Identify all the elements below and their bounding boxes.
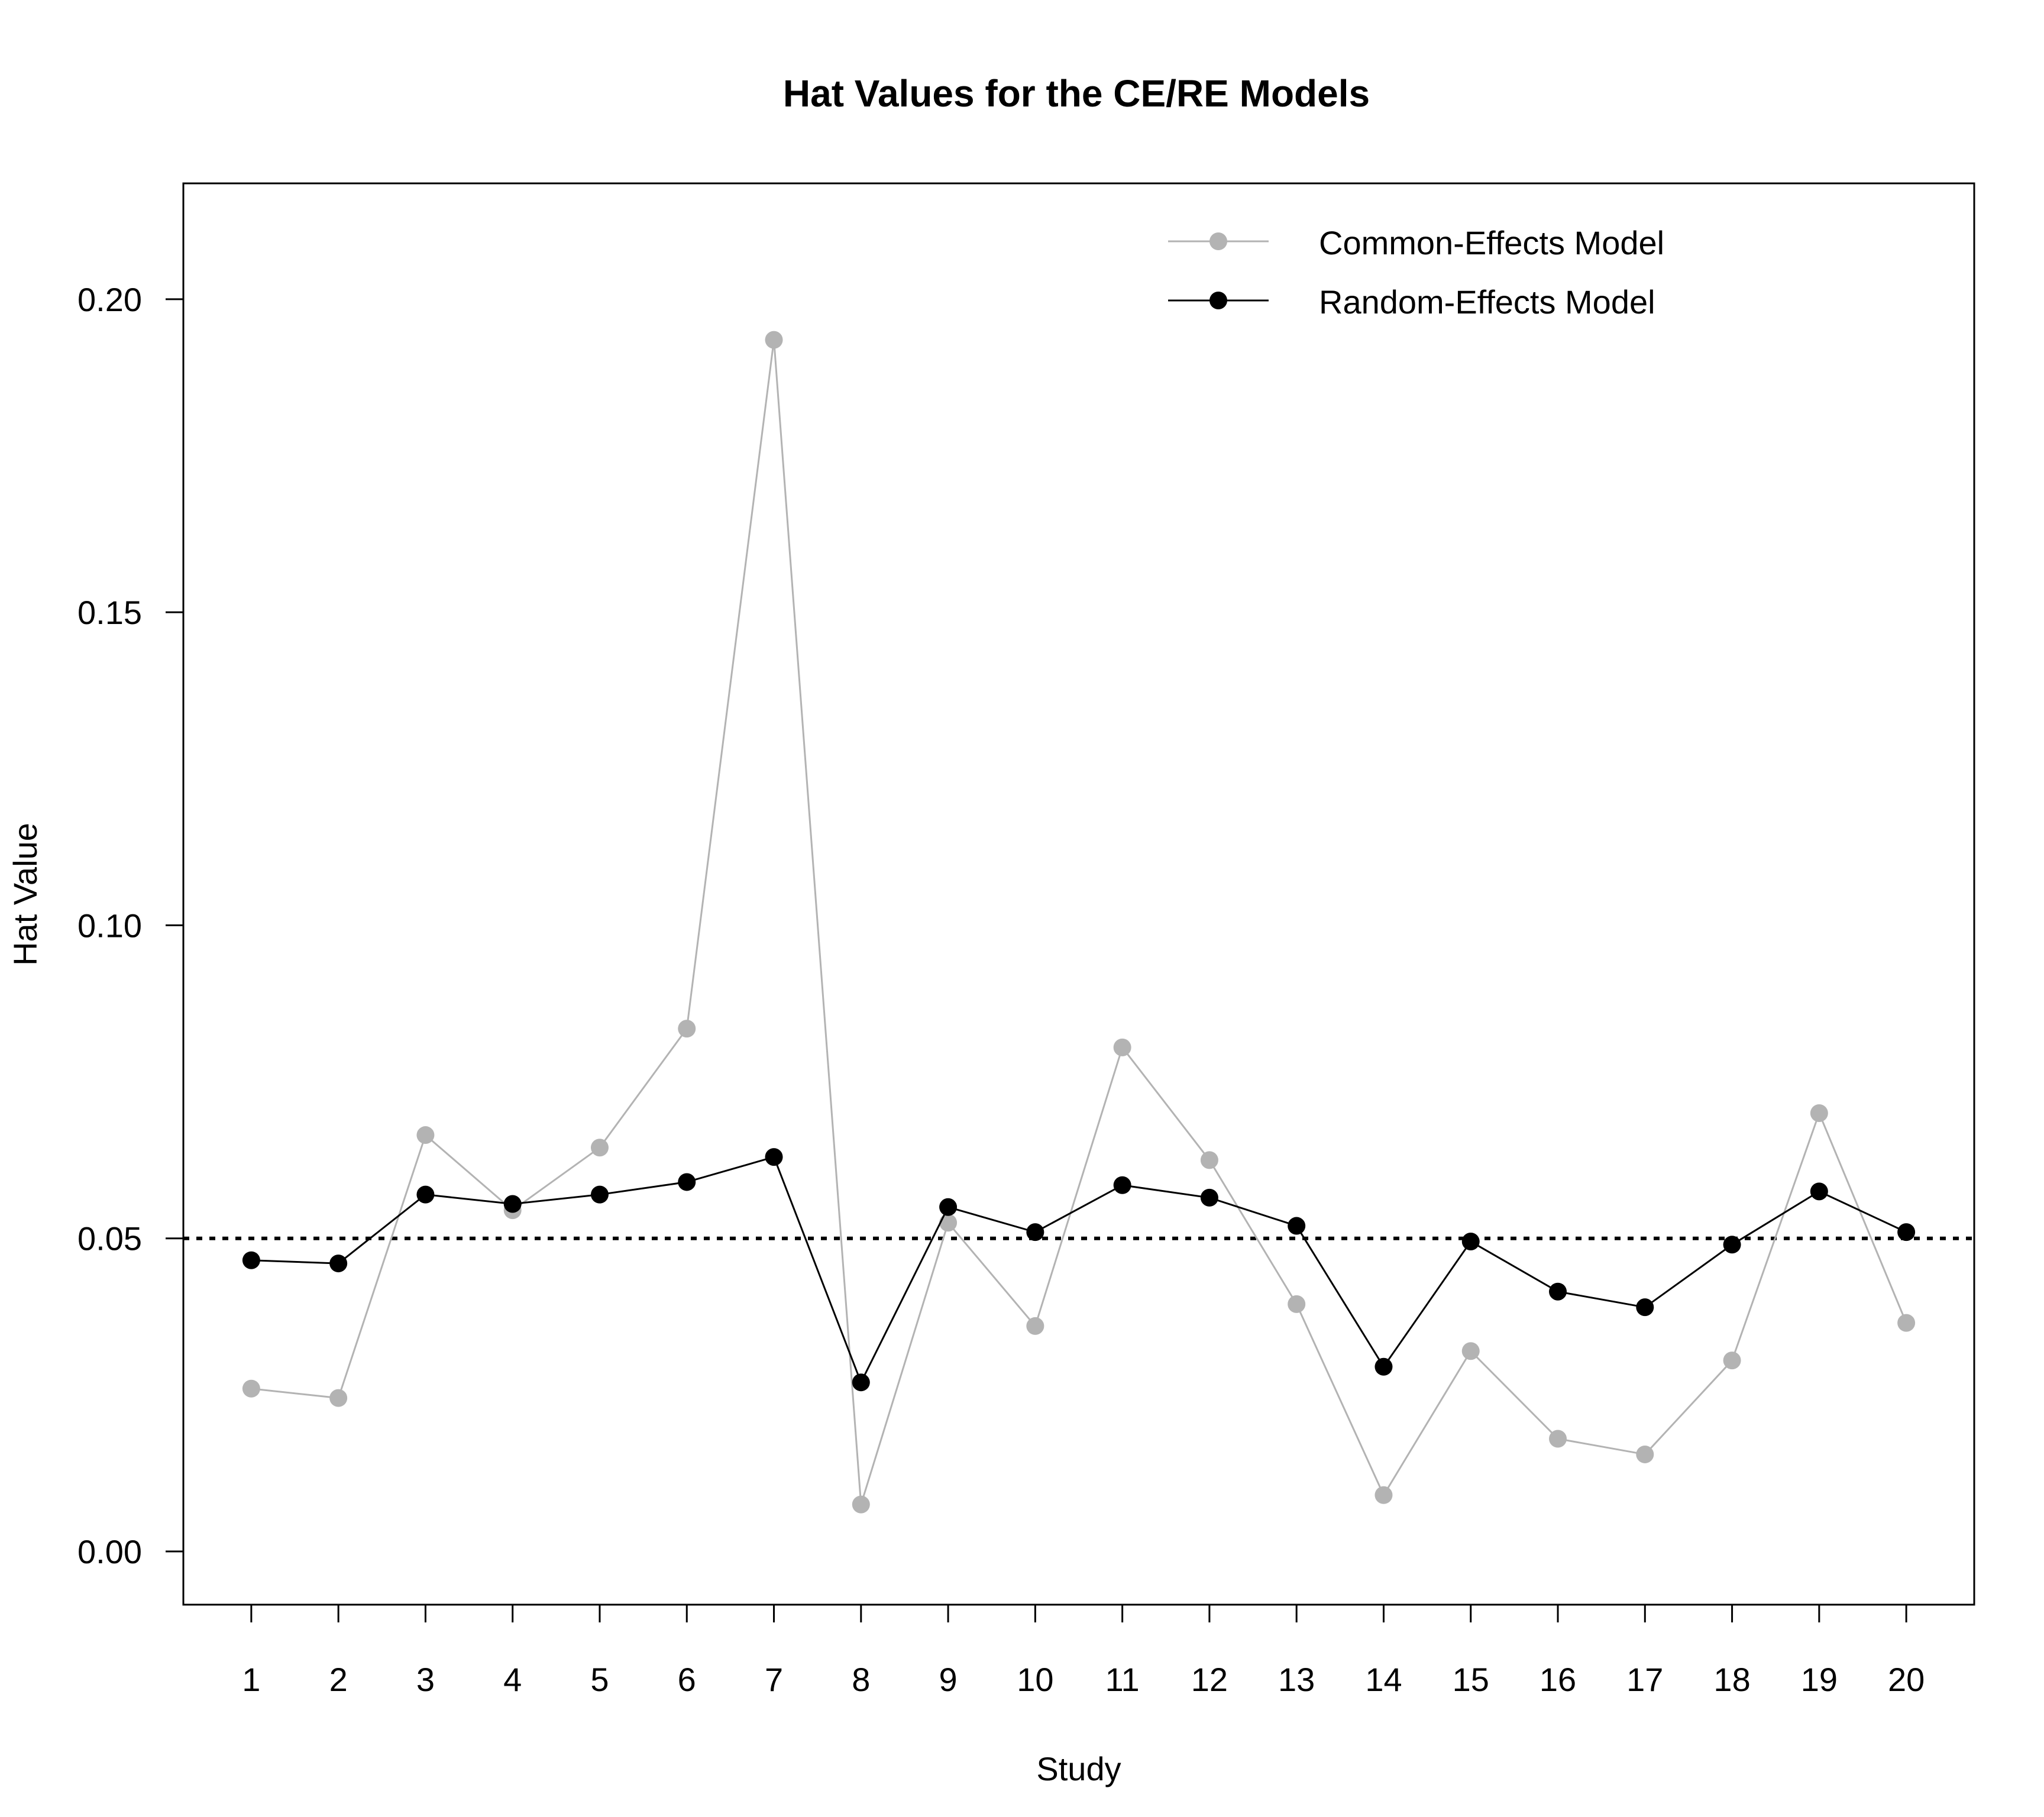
series-line-common-effects-model xyxy=(251,340,1907,1505)
data-point-random-effects-model xyxy=(1113,1176,1131,1194)
y-tick-label: 0.00 xyxy=(77,1533,142,1570)
y-tick-label: 0.15 xyxy=(77,594,142,631)
legend-marker-common-effects xyxy=(1209,232,1227,250)
data-point-common-effects-model xyxy=(1026,1317,1044,1335)
data-point-common-effects-model xyxy=(1810,1104,1828,1123)
data-point-common-effects-model xyxy=(678,1020,696,1038)
x-tick-label: 14 xyxy=(1365,1661,1402,1698)
data-point-common-effects-model xyxy=(416,1126,435,1144)
x-tick-label: 1 xyxy=(242,1661,260,1698)
data-point-random-effects-model xyxy=(1374,1357,1393,1376)
data-point-random-effects-model xyxy=(1897,1223,1916,1241)
x-tick-label: 8 xyxy=(852,1661,870,1698)
data-point-random-effects-model xyxy=(416,1185,435,1204)
data-point-common-effects-model xyxy=(1113,1038,1131,1056)
data-point-random-effects-model xyxy=(590,1185,609,1204)
x-tick-label: 6 xyxy=(678,1661,696,1698)
data-point-random-effects-model xyxy=(939,1198,958,1216)
data-point-random-effects-model xyxy=(1723,1236,1741,1254)
data-point-random-effects-model xyxy=(242,1251,260,1269)
series-line-random-effects-model xyxy=(251,1156,1907,1385)
series-layer xyxy=(242,331,1916,1514)
data-point-random-effects-model xyxy=(503,1195,522,1213)
x-tick-label: 19 xyxy=(1801,1661,1838,1698)
x-axis: 1 2 3 4 5 6 7 8 9 10 11 12 13 14 15 16 17 18 19 20 xyxy=(242,1603,1925,1698)
y-axis-label: Hat Value xyxy=(7,823,44,966)
legend-label-common-effects: Common-Effects Model xyxy=(1319,224,1664,261)
data-point-common-effects-model xyxy=(852,1495,870,1514)
data-point-common-effects-model xyxy=(1549,1430,1567,1448)
data-point-common-effects-model xyxy=(765,331,783,349)
data-point-common-effects-model xyxy=(329,1389,348,1407)
x-tick-label: 17 xyxy=(1626,1661,1663,1698)
series-common-effects-model xyxy=(242,331,1916,1514)
plot-frame xyxy=(182,182,1975,1606)
data-point-random-effects-model xyxy=(1288,1217,1306,1235)
y-tick-label: 0.10 xyxy=(77,907,142,944)
y-axis: 0.00 0.05 0.10 0.15 0.20 xyxy=(77,281,185,1570)
y-tick-label: 0.20 xyxy=(77,281,142,318)
data-point-random-effects-model xyxy=(1200,1188,1218,1207)
data-point-common-effects-model xyxy=(1461,1342,1480,1360)
legend-marker-random-effects xyxy=(1209,292,1227,309)
x-tick-label: 2 xyxy=(329,1661,348,1698)
chart-title: Hat Values for the CE/RE Models xyxy=(783,72,1370,115)
data-point-random-effects-model xyxy=(1810,1182,1828,1201)
data-point-random-effects-model xyxy=(678,1173,696,1191)
x-axis-label: Study xyxy=(1036,1750,1121,1787)
data-point-random-effects-model xyxy=(1636,1298,1654,1317)
data-point-common-effects-model xyxy=(590,1139,609,1157)
data-point-random-effects-model xyxy=(1549,1282,1567,1301)
data-point-common-effects-model xyxy=(1897,1314,1916,1332)
data-point-random-effects-model xyxy=(329,1255,348,1273)
y-tick-label: 0.05 xyxy=(77,1220,142,1257)
x-tick-label: 10 xyxy=(1017,1661,1053,1698)
x-tick-label: 16 xyxy=(1540,1661,1576,1698)
series-random-effects-model xyxy=(242,1148,1916,1392)
x-tick-label: 9 xyxy=(939,1661,958,1698)
data-point-random-effects-model xyxy=(852,1373,870,1392)
x-tick-label: 11 xyxy=(1105,1661,1140,1698)
x-tick-label: 12 xyxy=(1191,1661,1228,1698)
x-tick-label: 13 xyxy=(1278,1661,1315,1698)
legend-label-random-effects: Random-Effects Model xyxy=(1319,283,1655,321)
legend: Common-Effects Model Random-Effects Mode… xyxy=(1168,224,1664,321)
x-tick-label: 5 xyxy=(590,1661,609,1698)
data-point-random-effects-model xyxy=(1461,1233,1480,1251)
data-point-random-effects-model xyxy=(1026,1223,1044,1241)
x-tick-label: 7 xyxy=(765,1661,783,1698)
data-point-common-effects-model xyxy=(1200,1151,1218,1169)
data-point-common-effects-model xyxy=(242,1379,260,1398)
x-tick-label: 18 xyxy=(1713,1661,1750,1698)
data-point-common-effects-model xyxy=(1636,1445,1654,1463)
data-point-common-effects-model xyxy=(939,1214,958,1232)
data-point-random-effects-model xyxy=(765,1148,783,1166)
data-point-common-effects-model xyxy=(1288,1295,1306,1313)
x-tick-label: 4 xyxy=(503,1661,522,1698)
x-tick-label: 15 xyxy=(1453,1661,1489,1698)
x-tick-label: 3 xyxy=(416,1661,435,1698)
data-point-common-effects-model xyxy=(1374,1486,1393,1504)
x-tick-label: 20 xyxy=(1888,1661,1925,1698)
data-point-common-effects-model xyxy=(1723,1352,1741,1370)
